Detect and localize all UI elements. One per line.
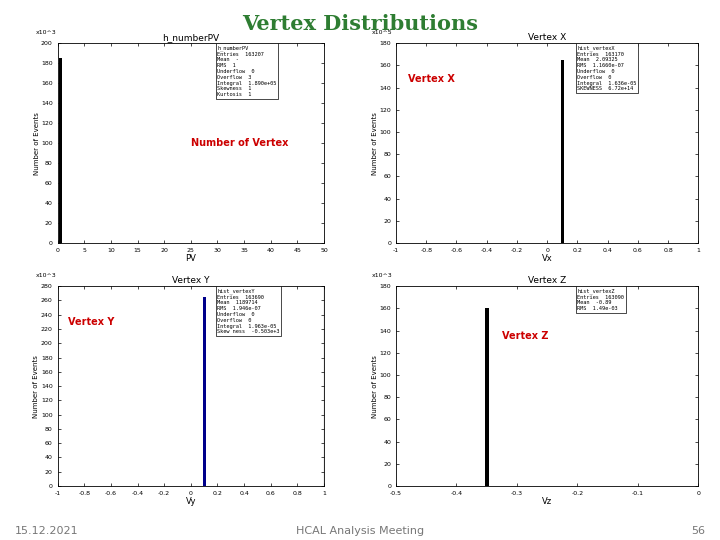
Bar — [58, 58, 62, 243]
Y-axis label: Number of Events: Number of Events — [33, 355, 40, 417]
Title: Vertex Y: Vertex Y — [172, 276, 210, 286]
Y-axis label: Number of Events: Number of Events — [34, 112, 40, 174]
Text: h_numberPV
Entries  163207
Mean  -
RMS  1
Underflow  0
Overflow  3
Integral  1.8: h_numberPV Entries 163207 Mean - RMS 1 U… — [217, 45, 276, 97]
Title: h_numberPV: h_numberPV — [162, 33, 220, 43]
X-axis label: PV: PV — [185, 254, 197, 263]
Title: Vertex X: Vertex X — [528, 33, 567, 43]
Text: HCAL Analysis Meeting: HCAL Analysis Meeting — [296, 525, 424, 536]
Text: x10^5: x10^5 — [372, 30, 392, 35]
X-axis label: Vx: Vx — [542, 254, 552, 263]
Text: hist_vertexZ
Entries  163090
Mean  -0.89
RMS  1.49e-03: hist_vertexZ Entries 163090 Mean -0.89 R… — [577, 288, 624, 311]
Bar — [485, 308, 489, 486]
Bar — [202, 297, 206, 486]
X-axis label: Vy: Vy — [186, 497, 196, 507]
Text: Number of Vertex: Number of Vertex — [191, 138, 288, 148]
Text: x10^3: x10^3 — [36, 273, 57, 278]
Text: Vertex Z: Vertex Z — [502, 331, 549, 341]
Text: x10^3: x10^3 — [372, 273, 392, 278]
Y-axis label: Number of Events: Number of Events — [372, 112, 378, 174]
Text: 56: 56 — [692, 525, 706, 536]
Text: 15.12.2021: 15.12.2021 — [14, 525, 78, 536]
Text: hist_vertexY
Entries  163690
Mean  1189714
RMS  1.946e-07
Underflow  0
Overflow : hist_vertexY Entries 163690 Mean 1189714… — [217, 288, 280, 334]
Y-axis label: Number of Events: Number of Events — [372, 355, 378, 417]
X-axis label: Vz: Vz — [542, 497, 552, 507]
Text: Vertex Distributions: Vertex Distributions — [242, 14, 478, 33]
Text: Vertex X: Vertex X — [408, 74, 455, 84]
Text: hist_vertexX
Entries  163170
Mean  2.09325
RMS  1.1660e-07
Underflow  0
Overflow: hist_vertexX Entries 163170 Mean 2.09325… — [577, 45, 636, 91]
Title: Vertex Z: Vertex Z — [528, 276, 567, 286]
Bar — [560, 60, 564, 243]
Text: Vertex Y: Vertex Y — [68, 317, 114, 327]
Text: x10^3: x10^3 — [36, 30, 57, 35]
